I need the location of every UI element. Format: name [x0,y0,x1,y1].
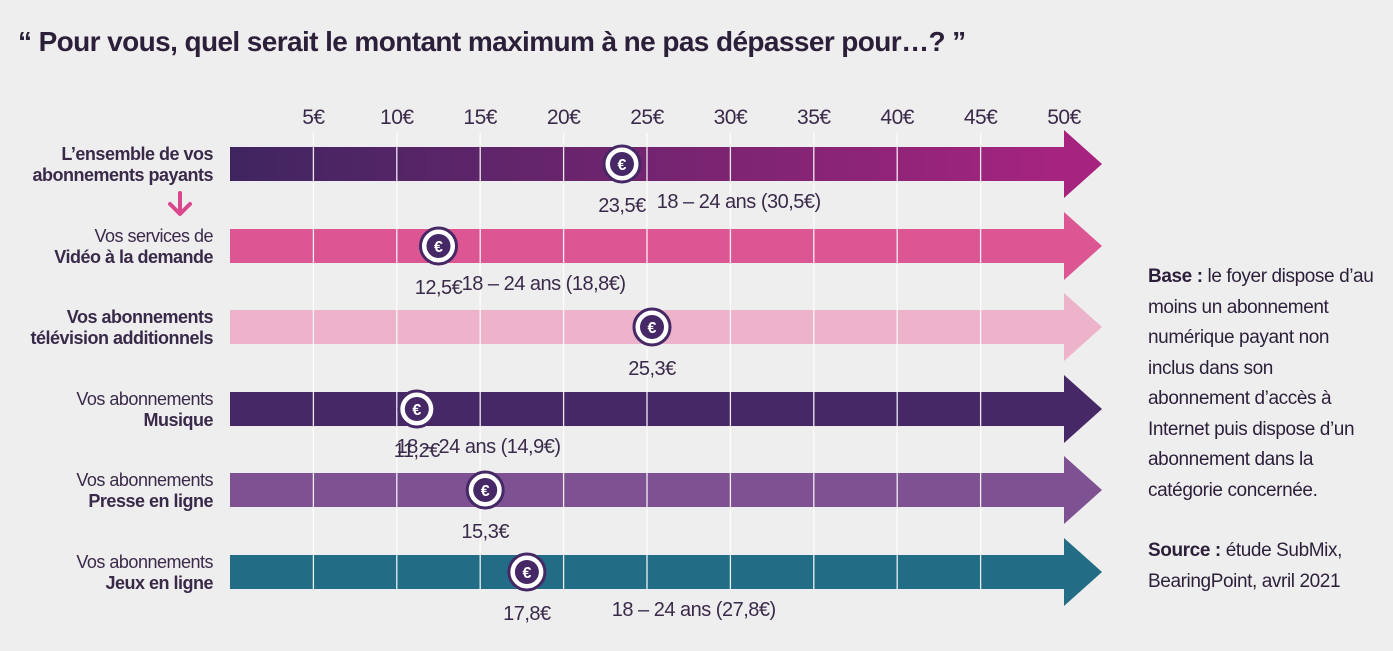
euro-symbol: € [412,402,421,419]
tick-label: 45€ [964,106,998,129]
base-text: le foyer dispose d’au moins un abonnemen… [1148,266,1374,501]
euro-symbol: € [481,483,490,500]
category-label: Vos abonnements [67,307,214,327]
indicator-layer [168,191,192,216]
tick-label: 50€ [1047,106,1081,129]
chart-title: “ Pour vous, quel serait le montant maxi… [18,26,966,57]
value-label: 25,3€ [628,358,676,380]
value-markers: €23,5€ 18 – 24 ans (30,5€)€12,5€ 18 – 24 a… [394,144,821,625]
category-label: Vidéo à la demande [54,247,213,267]
category-label: L’ensemble de vos [61,144,213,164]
euro-symbol: € [618,157,627,174]
bar-arrowhead-1 [1064,212,1102,280]
euro-symbol: € [648,320,657,337]
tick-labels: 5€ 10€ 15€ 20€ 25€ 30€ 35€ 40€ 45€ 50€ [302,106,1082,129]
category-label: Vos abonnements [76,470,213,490]
euro-symbol: € [434,239,443,256]
euro-coin-inner [514,560,539,584]
grid-layer [312,133,982,590]
tick-label: 25€ [630,106,664,129]
tick-label: 10€ [380,106,414,129]
bar-arrowhead-5 [1064,538,1102,606]
base-label: Base : [1148,266,1203,287]
base-note: Base : le foyer dispose d’au moins un ab… [1148,262,1378,506]
bar-arrowhead-2 [1064,293,1102,361]
bar-arrowhead-3 [1064,375,1102,443]
euro-coin-inner [404,397,429,421]
tick-label: 30€ [714,106,748,129]
source-text: étude SubMix, BearingPoint, avril 2021 [1148,540,1342,592]
value-label: 17,8€ [503,603,551,625]
bar-arrowhead-4 [1064,456,1102,524]
youth-value-label: 18 – 24 ans (27,8€) [612,599,776,621]
euro-coin-inner [609,152,634,176]
category-label: Vos services de [94,226,213,246]
category-label: Vos abonnements [76,552,213,572]
category-label: Presse en ligne [88,491,213,511]
tick-label: 40€ [880,106,914,129]
euro-symbol: € [522,565,531,582]
euro-coin-inner [640,315,665,339]
youth-value-label: 18 – 24 ans (30,5€) [657,191,821,213]
value-label: 23,5€ [598,195,646,217]
youth-value-label: 18 – 24 ans (18,8€) [462,273,626,295]
category-label: Vos abonnements [76,389,213,409]
category-label: Jeux en ligne [105,573,213,593]
tick-label: 15€ [463,106,497,129]
source-note: Source : étude SubMix, BearingPoint, avr… [1148,536,1378,597]
subscription-price-chart: 5€ 10€ 15€ 20€ 25€ 30€ 35€ 40€ 45€ 50€ L’ensemble… [30,106,1102,625]
euro-coin-inner [473,478,498,502]
bar-arrowhead-0 [1064,130,1102,198]
youth-value-label: 18 – 24 ans (14,9€) [397,436,561,458]
value-label: 12,5€ [415,277,463,299]
tick-label: 35€ [797,106,831,129]
category-label: abonnements payants [32,165,213,185]
category-label: Musique [143,410,213,430]
category-label: télévision additionnels [30,328,213,348]
value-label: 15,3€ [461,521,509,543]
value-label: 11,2€ [394,440,440,462]
down-arrow-icon [168,191,192,216]
tick-label: 5€ [302,106,325,129]
tick-label: 20€ [547,106,581,129]
euro-coin-inner [426,234,451,258]
source-label: Source : [1148,540,1221,561]
